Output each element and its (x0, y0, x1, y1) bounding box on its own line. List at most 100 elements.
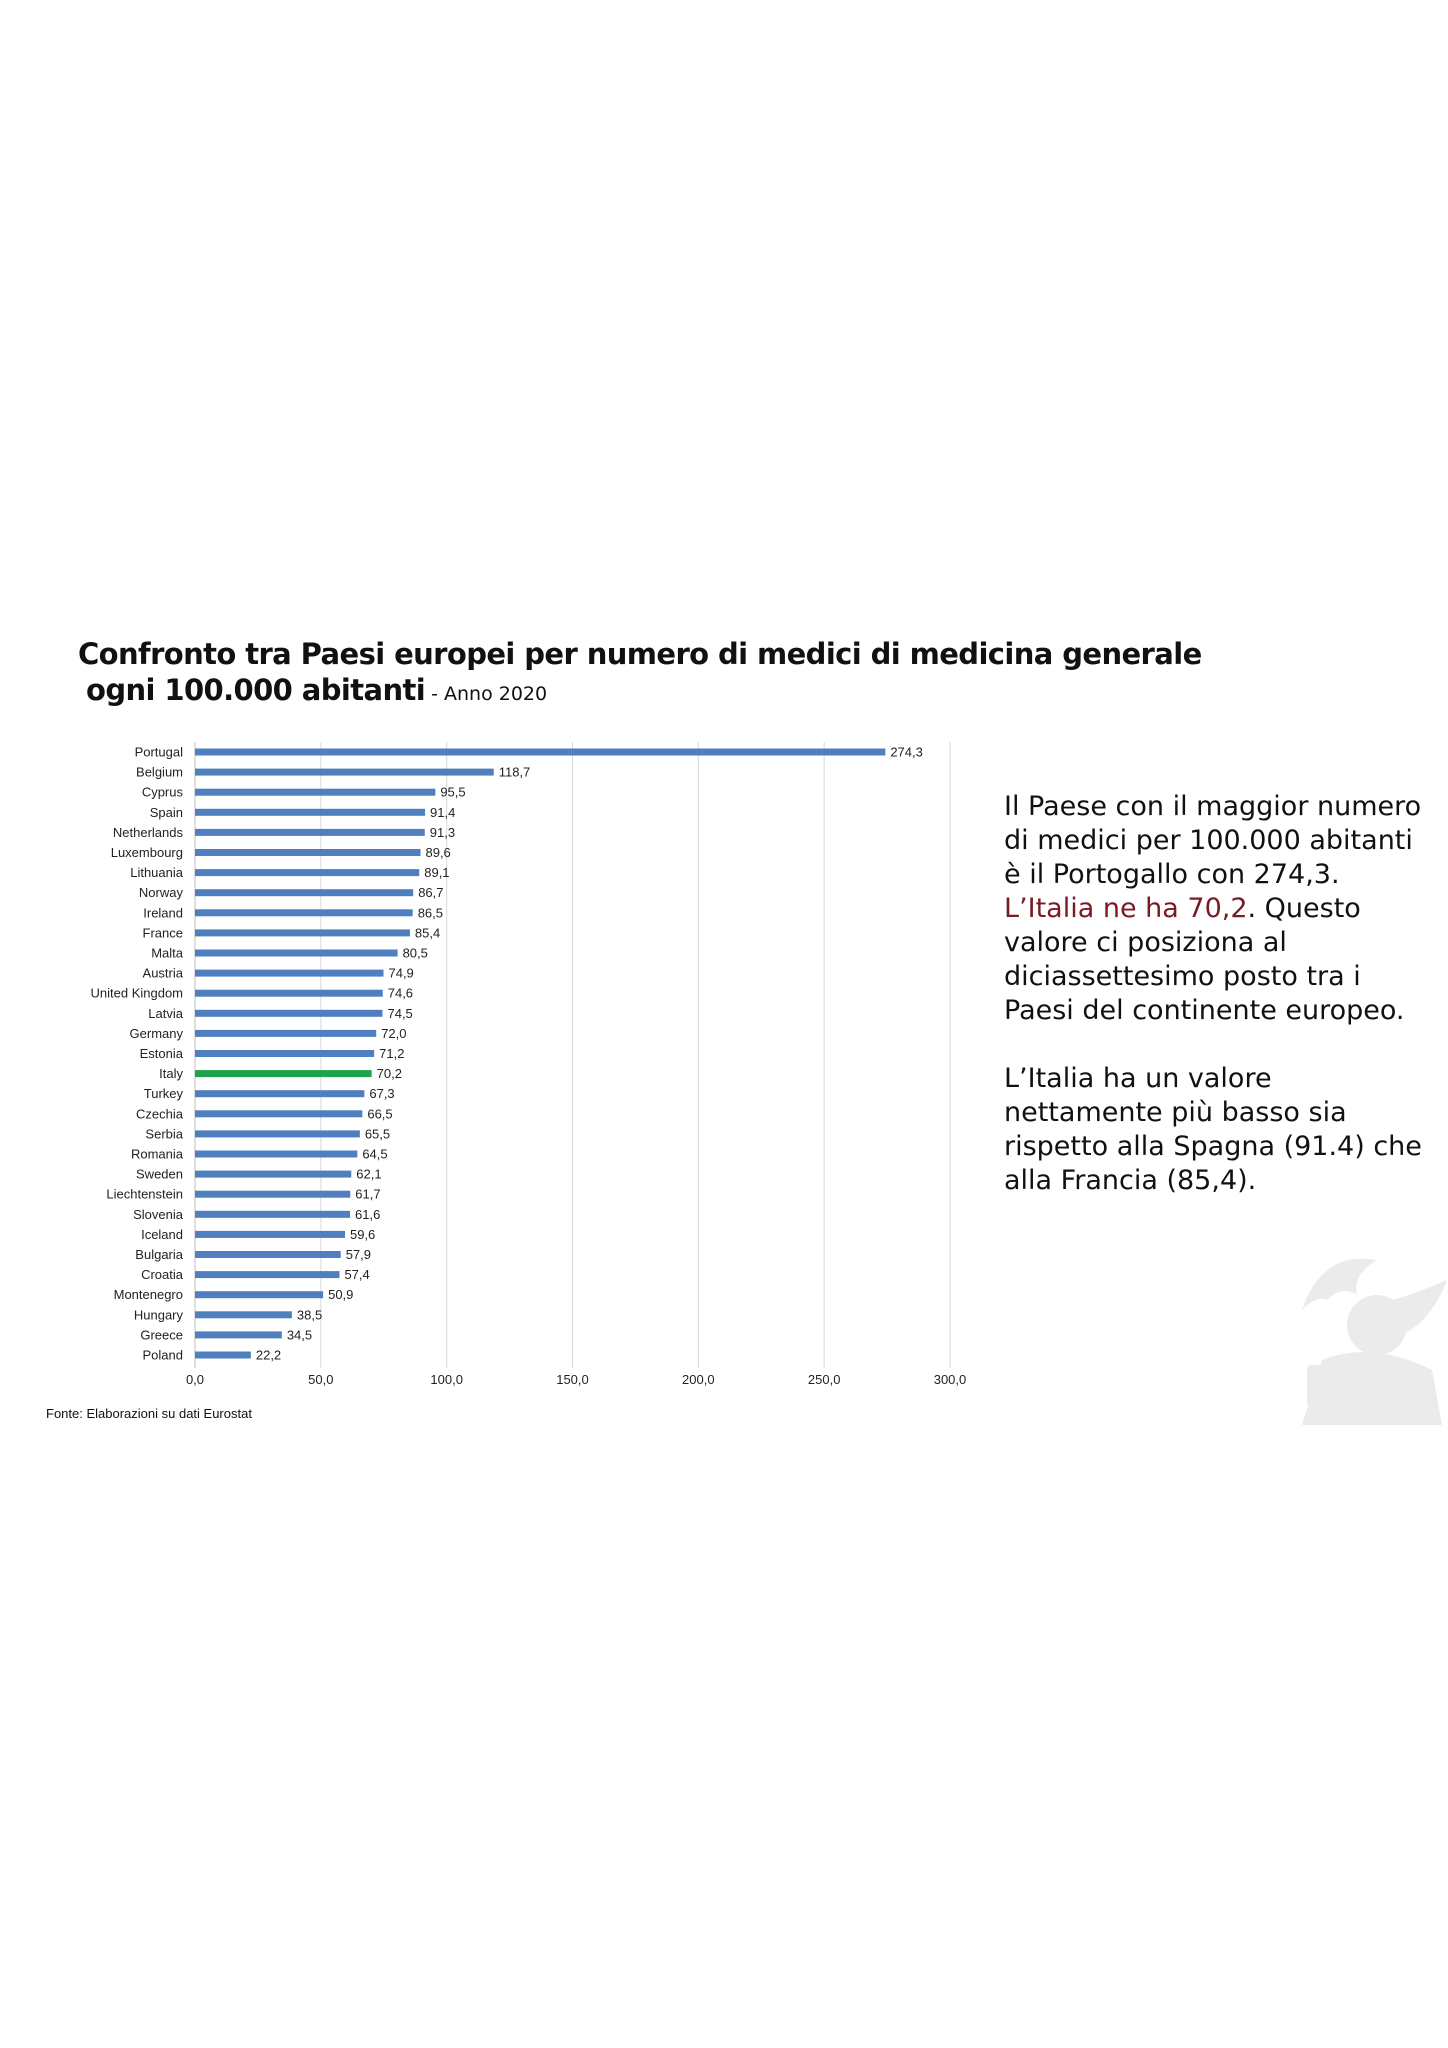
x-tick-label: 50,0 (308, 1372, 333, 1387)
bar (195, 869, 420, 877)
category-label: Liechtenstein (106, 1187, 183, 1202)
bar (195, 969, 384, 977)
category-label: Belgium (136, 765, 183, 780)
bar (195, 768, 494, 776)
bar (195, 1150, 358, 1158)
data-label: 67,3 (369, 1086, 394, 1101)
category-label: France (143, 925, 183, 940)
category-label: Cyprus (142, 785, 184, 800)
category-label: Iceland (141, 1227, 183, 1242)
category-label: Serbia (145, 1126, 183, 1141)
bar (195, 808, 426, 816)
bar (195, 788, 436, 796)
data-label: 74,6 (388, 986, 413, 1001)
data-label: 91,4 (430, 805, 455, 820)
commentary-text-1: Il Paese con il maggior numero di medici… (1004, 791, 1422, 890)
category-label: Norway (139, 885, 184, 900)
category-label: Estonia (140, 1046, 184, 1061)
bar (195, 929, 410, 937)
data-label: 86,7 (418, 885, 443, 900)
category-label: Ireland (143, 905, 183, 920)
bar (195, 1351, 251, 1359)
bar (195, 949, 398, 957)
bar (195, 1110, 363, 1118)
data-label: 57,9 (346, 1247, 371, 1262)
bar (195, 1291, 324, 1299)
data-label: 74,9 (388, 966, 413, 981)
bar (195, 1311, 292, 1319)
data-label: 65,5 (365, 1126, 390, 1141)
bar (195, 1050, 375, 1057)
category-label: United Kingdom (91, 986, 184, 1001)
category-label: Montenegro (114, 1287, 183, 1302)
data-label: 57,4 (344, 1267, 369, 1282)
bar (195, 909, 413, 917)
x-tick-label: 100,0 (430, 1372, 463, 1387)
category-label: Romania (131, 1147, 184, 1162)
bar (195, 849, 421, 856)
commentary-text-1b: . Questo valore ci posiziona al diciasse… (1004, 893, 1405, 1026)
x-tick-label: 300,0 (934, 1372, 967, 1387)
data-label: 85,4 (415, 925, 440, 940)
bar (195, 989, 383, 997)
data-label: 72,0 (381, 1026, 406, 1041)
data-label: 34,5 (287, 1327, 312, 1342)
bar (195, 1251, 341, 1258)
category-label: Austria (143, 966, 184, 981)
bar (195, 1230, 345, 1238)
data-label: 38,5 (297, 1307, 322, 1322)
bar (195, 889, 414, 897)
data-label: 62,1 (356, 1167, 381, 1182)
winged-lion-emblem-icon (1302, 1258, 1447, 1425)
category-label: Germany (130, 1026, 184, 1041)
commentary-paragraph-1: Il Paese con il maggior numero di medici… (1004, 790, 1424, 1028)
chart-title: Confronto tra Paesi europei per numero d… (78, 636, 1228, 712)
data-label: 95,5 (440, 785, 465, 800)
bar (195, 1190, 351, 1198)
data-label: 22,2 (256, 1348, 281, 1363)
bar (195, 828, 425, 836)
data-label: 50,9 (328, 1287, 353, 1302)
category-label: Netherlands (113, 825, 184, 840)
category-label: Czechia (136, 1106, 184, 1121)
bar (195, 1170, 352, 1178)
data-label: 61,7 (355, 1187, 380, 1202)
title-line-2-text: ogni 100.000 abitanti (86, 673, 426, 707)
bar (195, 1090, 365, 1098)
category-label: Hungary (134, 1307, 184, 1322)
category-label: Turkey (144, 1086, 184, 1101)
category-label: Latvia (148, 1006, 183, 1021)
category-label: Italy (159, 1066, 183, 1081)
bar (195, 1210, 351, 1218)
title-line-1: Confronto tra Paesi europei per numero d… (78, 637, 1202, 671)
data-label: 89,1 (424, 865, 449, 880)
source-note: Fonte: Elaborazioni su dati Eurostat (46, 1406, 252, 1421)
category-label: Slovenia (133, 1207, 184, 1222)
data-label: 80,5 (403, 946, 428, 961)
data-label: 59,6 (350, 1227, 375, 1242)
category-label: Sweden (136, 1167, 183, 1182)
data-label: 86,5 (418, 905, 443, 920)
side-commentary: Il Paese con il maggior numero di medici… (1004, 790, 1424, 1232)
data-label: 89,6 (425, 845, 450, 860)
category-label: Portugal (135, 745, 184, 760)
category-label: Spain (150, 805, 183, 820)
bar (195, 1009, 383, 1017)
bar (195, 748, 886, 756)
chart-subtitle: - Anno 2020 (431, 683, 548, 705)
category-label: Poland (143, 1348, 183, 1363)
data-label: 66,5 (367, 1106, 392, 1121)
bar (195, 1130, 360, 1138)
x-tick-label: 250,0 (808, 1372, 841, 1387)
bar (195, 1271, 340, 1279)
category-label: Luxembourg (111, 845, 183, 860)
bar (195, 1070, 372, 1078)
data-label: 61,6 (355, 1207, 380, 1222)
data-label: 274,3 (890, 745, 923, 760)
category-label: Bulgaria (135, 1247, 183, 1262)
data-label: 74,5 (387, 1006, 412, 1021)
bar (195, 1029, 377, 1037)
commentary-paragraph-2: L’Italia ha un valore nettamente più bas… (1004, 1063, 1422, 1196)
data-label: 70,2 (377, 1066, 402, 1081)
